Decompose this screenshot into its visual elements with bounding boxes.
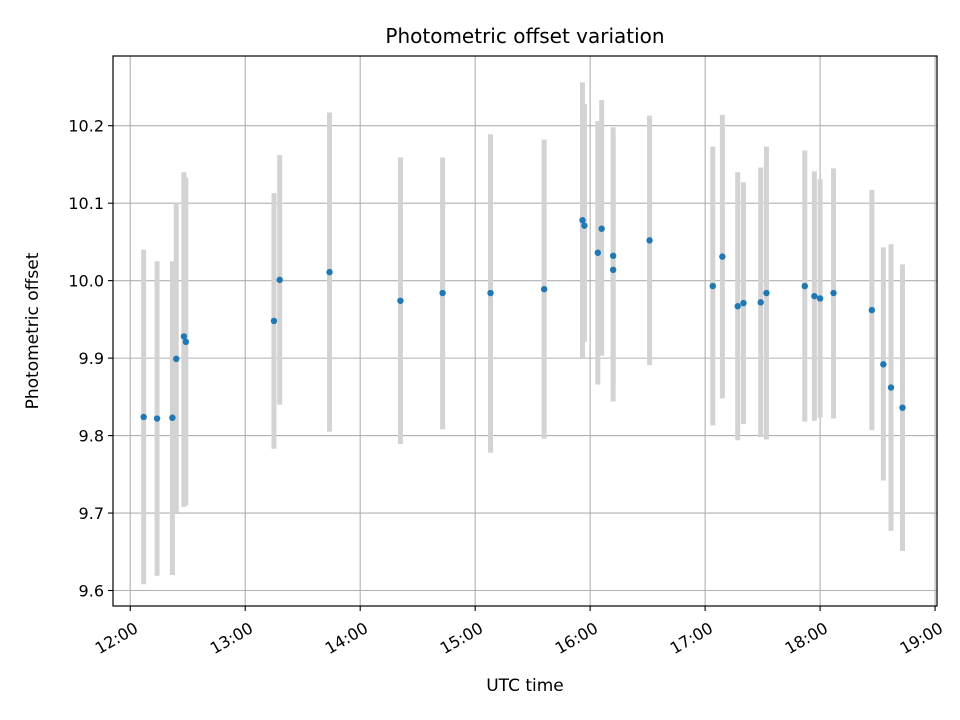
data-point	[868, 306, 876, 314]
data-point	[169, 414, 176, 421]
y-axis-title: Photometric offset	[23, 252, 43, 409]
y-tick-label: 9.8	[79, 427, 104, 446]
data-point	[709, 282, 716, 290]
data-points	[140, 217, 906, 422]
data-point	[579, 217, 586, 224]
data-point	[719, 253, 726, 260]
data-point	[887, 384, 895, 391]
data-point	[757, 299, 764, 306]
y-tick-label: 10.2	[68, 117, 104, 136]
data-point	[487, 289, 494, 297]
grid	[113, 56, 937, 606]
data-point	[182, 338, 190, 346]
y-tick-label: 10.0	[68, 272, 104, 291]
data-point	[270, 317, 278, 325]
data-point	[646, 237, 653, 244]
y-tick-label: 9.7	[79, 504, 104, 523]
data-point	[276, 276, 283, 284]
data-point	[763, 289, 770, 297]
data-point	[153, 415, 161, 422]
data-point	[173, 355, 180, 363]
y-tick-label: 10.1	[68, 194, 104, 213]
data-point	[598, 225, 605, 232]
data-point	[740, 299, 747, 307]
x-axis-title: UTC time	[486, 676, 564, 696]
data-point	[609, 266, 617, 274]
data-point	[326, 268, 333, 276]
data-point	[609, 252, 617, 260]
chart-title: Photometric offset variation	[385, 24, 664, 48]
data-point	[540, 285, 548, 293]
data-point	[439, 289, 446, 297]
data-point	[811, 292, 818, 300]
y-tick-label: 9.9	[79, 349, 104, 368]
data-point	[880, 361, 887, 368]
data-point	[140, 413, 147, 421]
y-tick-label: 9.6	[79, 582, 104, 601]
data-point	[594, 249, 602, 256]
data-point	[899, 404, 906, 411]
data-point	[180, 333, 188, 340]
data-point	[801, 282, 808, 290]
data-point	[830, 289, 837, 297]
plot-frame	[112, 55, 938, 607]
data-point	[816, 295, 824, 302]
data-point	[581, 222, 588, 229]
data-point	[397, 297, 404, 304]
data-point	[734, 303, 741, 310]
